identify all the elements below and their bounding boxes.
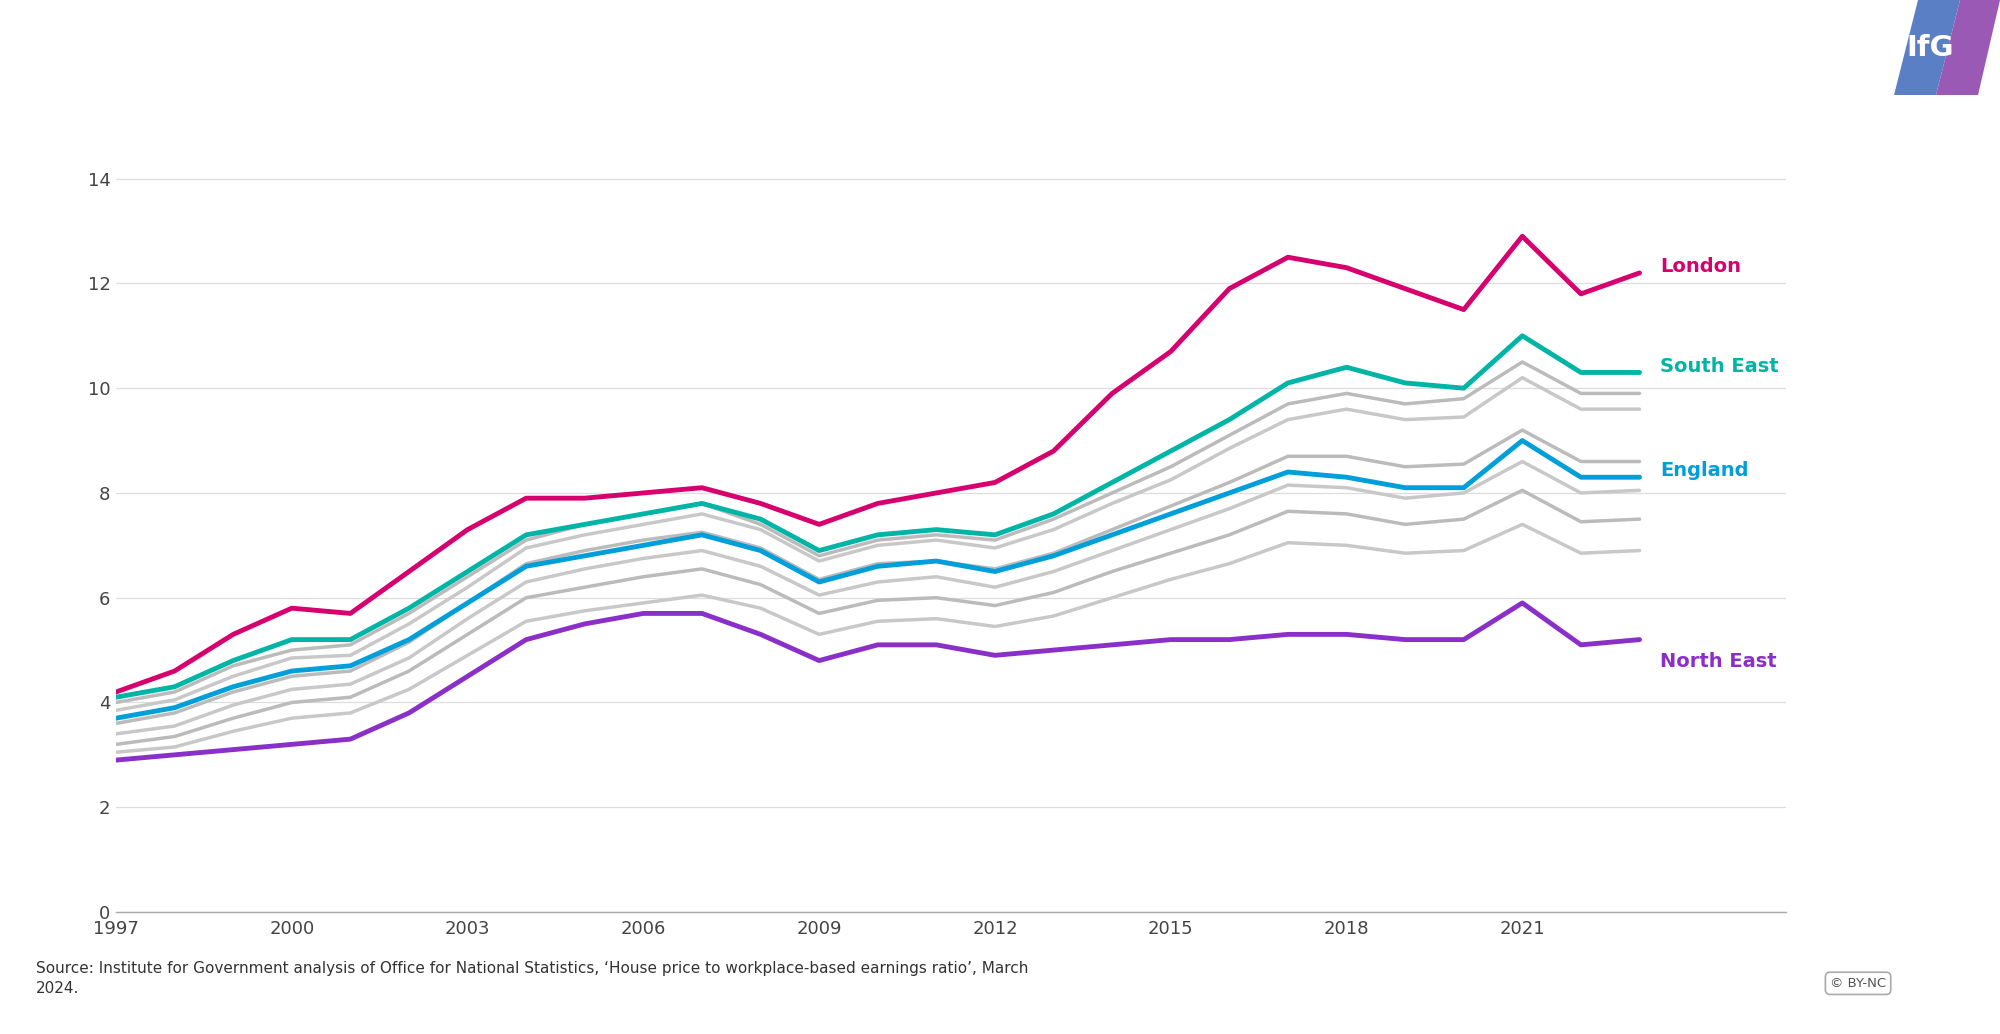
Text: © BY-NC: © BY-NC	[1830, 977, 1886, 990]
Text: IfG: IfG	[1906, 33, 1954, 62]
Text: Source: Institute for Government analysis of Office for National Statistics, ‘Ho: Source: Institute for Government analysi…	[36, 961, 1028, 996]
Polygon shape	[1894, 0, 1960, 95]
Text: South East: South East	[1660, 357, 1778, 375]
Text: London: London	[1660, 257, 1742, 276]
Polygon shape	[1936, 0, 2000, 95]
Text: Ratio of median house price to median gross annual earnings, regions in England,: Ratio of median house price to median gr…	[36, 35, 1284, 60]
Text: England: England	[1660, 461, 1748, 481]
Text: North East: North East	[1660, 652, 1776, 671]
